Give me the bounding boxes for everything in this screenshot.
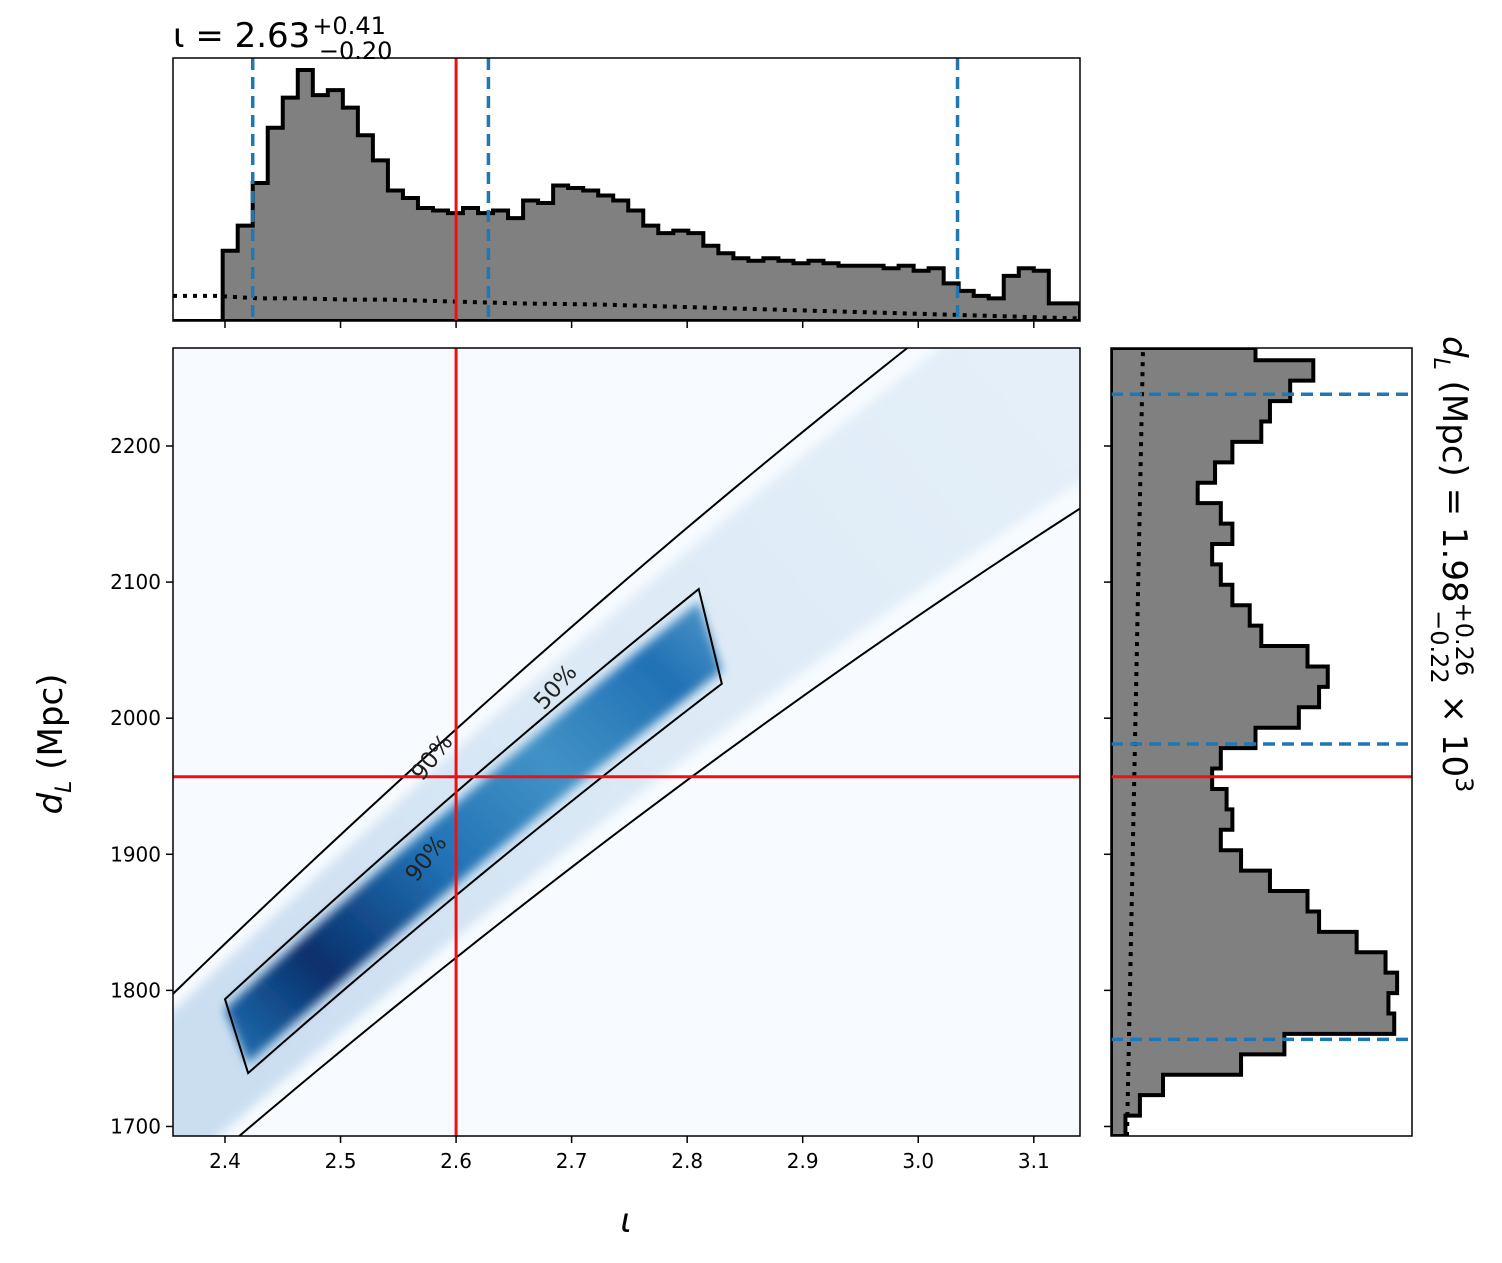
contour-90-percent [173, 348, 1080, 1136]
y-tick-label-3: 2000 [110, 706, 161, 730]
x-tick-label-0: 2.4 [209, 1149, 241, 1173]
iota-prior-line [173, 293, 1080, 321]
iota-marginal-panel: ι = 2.63+0.41 −0.20 [172, 12, 1081, 328]
x-tick-label-7: 3.1 [1018, 1149, 1050, 1173]
y-tick-label-1: 1800 [110, 978, 161, 1002]
dL-marginal-frame [1110, 347, 1413, 1137]
y-axis-label: dL (Mpc) [31, 674, 77, 815]
iota-marginal-ticks [224, 321, 1035, 328]
iota-marginal-frame [172, 57, 1081, 322]
dL-marginal-ticks [1104, 445, 1111, 1128]
dL-prior-line [1125, 348, 1145, 1136]
x-tick-label-3: 2.7 [556, 1149, 588, 1173]
joint-density-panel: 90% 90% 50% 2.4 2.5 2.6 2.7 2.8 2.9 3.0 3.1 170… [31, 347, 1081, 1241]
y-tick-label-4: 2100 [110, 570, 161, 594]
dL-histogram [1111, 348, 1400, 1136]
x-tick-label-1: 2.5 [325, 1149, 357, 1173]
iota-histogram [173, 68, 1080, 321]
dL-title: dL (Mpc) = 1.98+0.26−0.22 × 103 [1425, 336, 1478, 792]
y-axis-ticks: 1700 1800 1900 2000 2100 2200 [110, 434, 173, 1138]
y-tick-label-2: 1900 [110, 842, 161, 866]
x-tick-label-6: 3.0 [902, 1149, 934, 1173]
y-tick-label-0: 1700 [110, 1114, 161, 1138]
iota-quantile-lines [250, 58, 960, 321]
x-tick-label-4: 2.8 [671, 1149, 703, 1173]
dL-marginal-panel: dL (Mpc) = 1.98+0.26−0.22 × 103 [1104, 336, 1478, 1137]
iota-title: ι = 2.63+0.41 −0.20 [173, 12, 392, 65]
joint-density-frame [172, 347, 1081, 1137]
y-tick-label-5: 2200 [110, 434, 161, 458]
x-axis-label: ι [620, 1201, 632, 1241]
x-tick-label-2: 2.6 [440, 1149, 472, 1173]
dL-quantile-lines [1111, 392, 1412, 1042]
density-band-core [224, 602, 722, 1063]
x-tick-label-5: 2.9 [787, 1149, 819, 1173]
contour-50-percent [223, 587, 723, 1075]
x-axis-ticks: 2.4 2.5 2.6 2.7 2.8 2.9 3.0 3.1 [209, 1136, 1050, 1173]
